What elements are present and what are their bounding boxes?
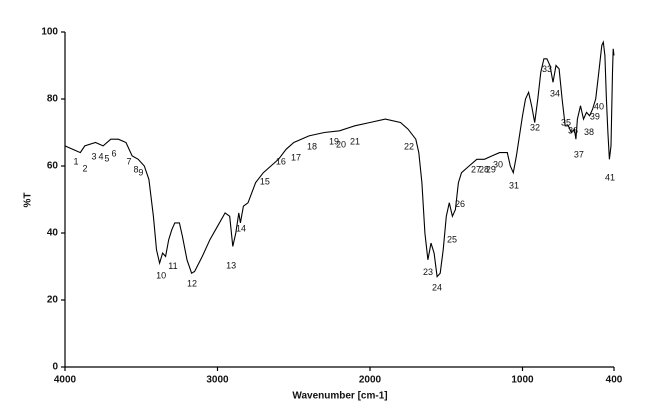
peak-label: 24: [432, 282, 442, 292]
peak-label: 10: [156, 270, 166, 280]
peak-label: 29: [486, 164, 496, 174]
peak-label: 38: [584, 127, 594, 137]
x-tick-label: 2000: [359, 375, 382, 386]
peak-label: 30: [493, 159, 503, 169]
x-tick-label: 400: [606, 375, 623, 386]
peak-label: 33: [542, 64, 552, 74]
y-axis-label: %T: [23, 193, 34, 208]
x-tick-label: 4000: [54, 375, 77, 386]
peak-label: 18: [307, 141, 317, 151]
peak-label: 37: [574, 149, 584, 159]
peak-label: 23: [423, 267, 433, 277]
y-tick-label: 100: [41, 27, 58, 38]
x-tick-label: 3000: [206, 375, 229, 386]
x-axis-label: Wavenumber [cm-1]: [292, 391, 387, 402]
peak-label: 25: [447, 234, 457, 244]
peak-label: 26: [455, 199, 465, 209]
peak-label: 15: [260, 176, 270, 186]
peak-label: 12: [187, 278, 197, 288]
peak-label: 4: [98, 151, 103, 161]
peak-label: 41: [605, 172, 615, 182]
x-tick-label: 1000: [511, 375, 534, 386]
y-tick-label: 0: [52, 362, 58, 373]
peak-label: 20: [336, 139, 346, 149]
peak-label: 2: [82, 163, 87, 173]
y-tick-label: 40: [47, 228, 59, 239]
peak-label: 35: [561, 117, 571, 127]
peak-label: 21: [350, 136, 360, 146]
peak-label: 32: [530, 123, 540, 133]
peak-label: 5: [104, 153, 109, 163]
peak-label: 19: [329, 136, 339, 146]
peak-label: 14: [236, 223, 246, 233]
peak-label: 3: [91, 151, 96, 161]
peak-label: 11: [168, 261, 177, 271]
y-tick-label: 20: [47, 295, 59, 306]
peak-label: 17: [291, 152, 301, 162]
peak-label: 31: [509, 180, 519, 190]
peak-label: 1: [73, 156, 78, 166]
spectrum-line: [64, 40, 615, 278]
peak-label: 8: [134, 164, 139, 174]
y-tick-label: 60: [47, 161, 59, 172]
peak-label: 7: [127, 156, 132, 166]
peak-label: 36: [568, 126, 578, 136]
peak-label: 22: [404, 141, 414, 151]
peak-label: 34: [550, 88, 560, 98]
peak-label: 9: [138, 167, 143, 177]
peak-label: 40: [594, 101, 604, 111]
peak-label: 16: [276, 156, 286, 166]
peak-label: 13: [226, 261, 236, 271]
peak-label: 27: [471, 164, 481, 174]
peak-label: 6: [111, 148, 116, 158]
peak-label: 39: [590, 111, 600, 121]
y-tick-label: 80: [47, 94, 59, 105]
peak-label: 28: [479, 164, 489, 174]
